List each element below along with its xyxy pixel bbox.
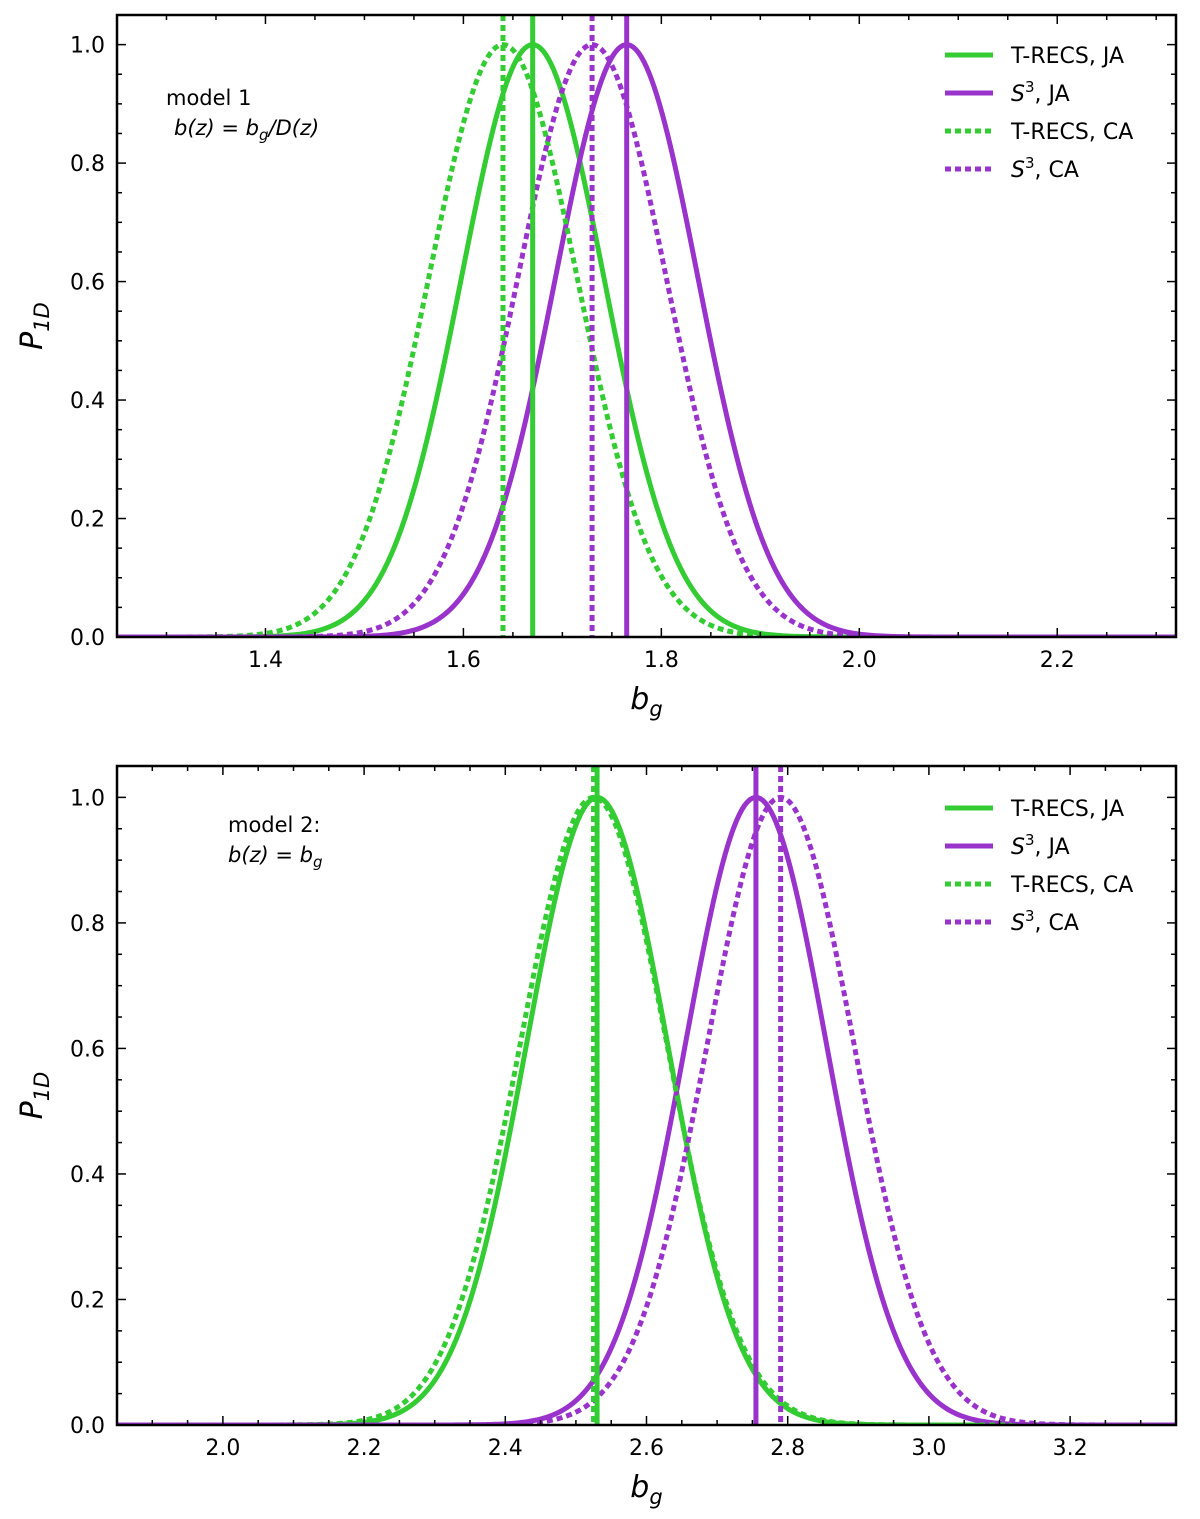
y-tick-label: 0.4	[70, 389, 105, 414]
series-line-4	[117, 794, 1176, 1425]
x-tick-label: 1.8	[644, 648, 679, 673]
x-axis-label: bg	[630, 1470, 662, 1509]
plot-area	[117, 15, 1176, 637]
y-tick-label: 0.2	[70, 508, 105, 533]
legend-label-3: T-RECS, CA	[1010, 120, 1133, 145]
legend-label-2: S3, JA	[1011, 78, 1070, 107]
x-tick-label: 3.0	[911, 1436, 946, 1461]
y-tick-label: 1.0	[70, 34, 105, 59]
x-tick-label: 2.4	[488, 1436, 523, 1461]
y-tick-label: 0.0	[70, 1414, 105, 1439]
x-tick-label: 2.8	[770, 1436, 805, 1461]
x-tick-label: 2.2	[347, 1436, 382, 1461]
x-tick-label: 3.2	[1053, 1436, 1088, 1461]
plot-frame	[115, 13, 1178, 639]
chart-panel-1: 1.4 1.6 1.8 2.0 2.2 0.0 0.2 0.4 0.6 0.8 1.0 bg P1D mo…	[15, 13, 1178, 721]
y-tick-label: 0.8	[70, 912, 105, 937]
legend: T-RECS, JA S3, JA T-RECS, CA S3, CA	[945, 797, 1133, 936]
legend-label-1: T-RECS, JA	[1010, 797, 1124, 822]
y-tick-label: 0.4	[70, 1163, 105, 1188]
x-tick-label: 1.4	[248, 648, 283, 673]
y-tick-label: 0.2	[70, 1288, 105, 1313]
x-axis-label: bg	[630, 682, 662, 721]
axis-ticks	[116, 765, 1177, 1426]
legend-label-4: S3, CA	[1011, 154, 1079, 183]
model-annotation-formula: b(z) = bg	[228, 843, 323, 871]
y-tick-label: 0.8	[70, 152, 105, 177]
y-axis-label: P1D	[15, 302, 54, 350]
y-tick-label: 1.0	[70, 786, 105, 811]
legend: T-RECS, JA S3, JA T-RECS, CA S3, CA	[945, 44, 1133, 183]
x-tick-label: 1.6	[446, 648, 481, 673]
series-line-3	[117, 794, 1176, 1425]
model-annotation-title: model 2:	[228, 813, 321, 837]
x-tick-label: 2.2	[1040, 648, 1075, 673]
y-tick-label: 0.6	[70, 271, 105, 296]
model-annotation-formula: b(z) = bg/D(z)	[174, 116, 319, 144]
legend-label-2: S3, JA	[1011, 831, 1070, 860]
legend-label-4: S3, CA	[1011, 907, 1079, 936]
x-tick-label: 2.6	[629, 1436, 664, 1461]
series-line-4	[117, 42, 1176, 637]
legend-label-3: T-RECS, CA	[1010, 873, 1133, 898]
model-annotation-title: model 1	[166, 86, 251, 110]
chart-panel-2: 2.0 2.2 2.4 2.6 2.8 3.0 3.2 0.0 0.2 0.4 0.6 0.8 1.0 b…	[15, 764, 1178, 1509]
x-tick-label: 2.0	[205, 1436, 240, 1461]
axis-ticks	[116, 14, 1176, 638]
y-tick-label: 0.0	[70, 626, 105, 651]
legend-label-1: T-RECS, JA	[1010, 44, 1124, 69]
y-tick-label: 0.6	[70, 1037, 105, 1062]
y-axis-label: P1D	[15, 1072, 54, 1120]
x-tick-label: 2.0	[842, 648, 877, 673]
